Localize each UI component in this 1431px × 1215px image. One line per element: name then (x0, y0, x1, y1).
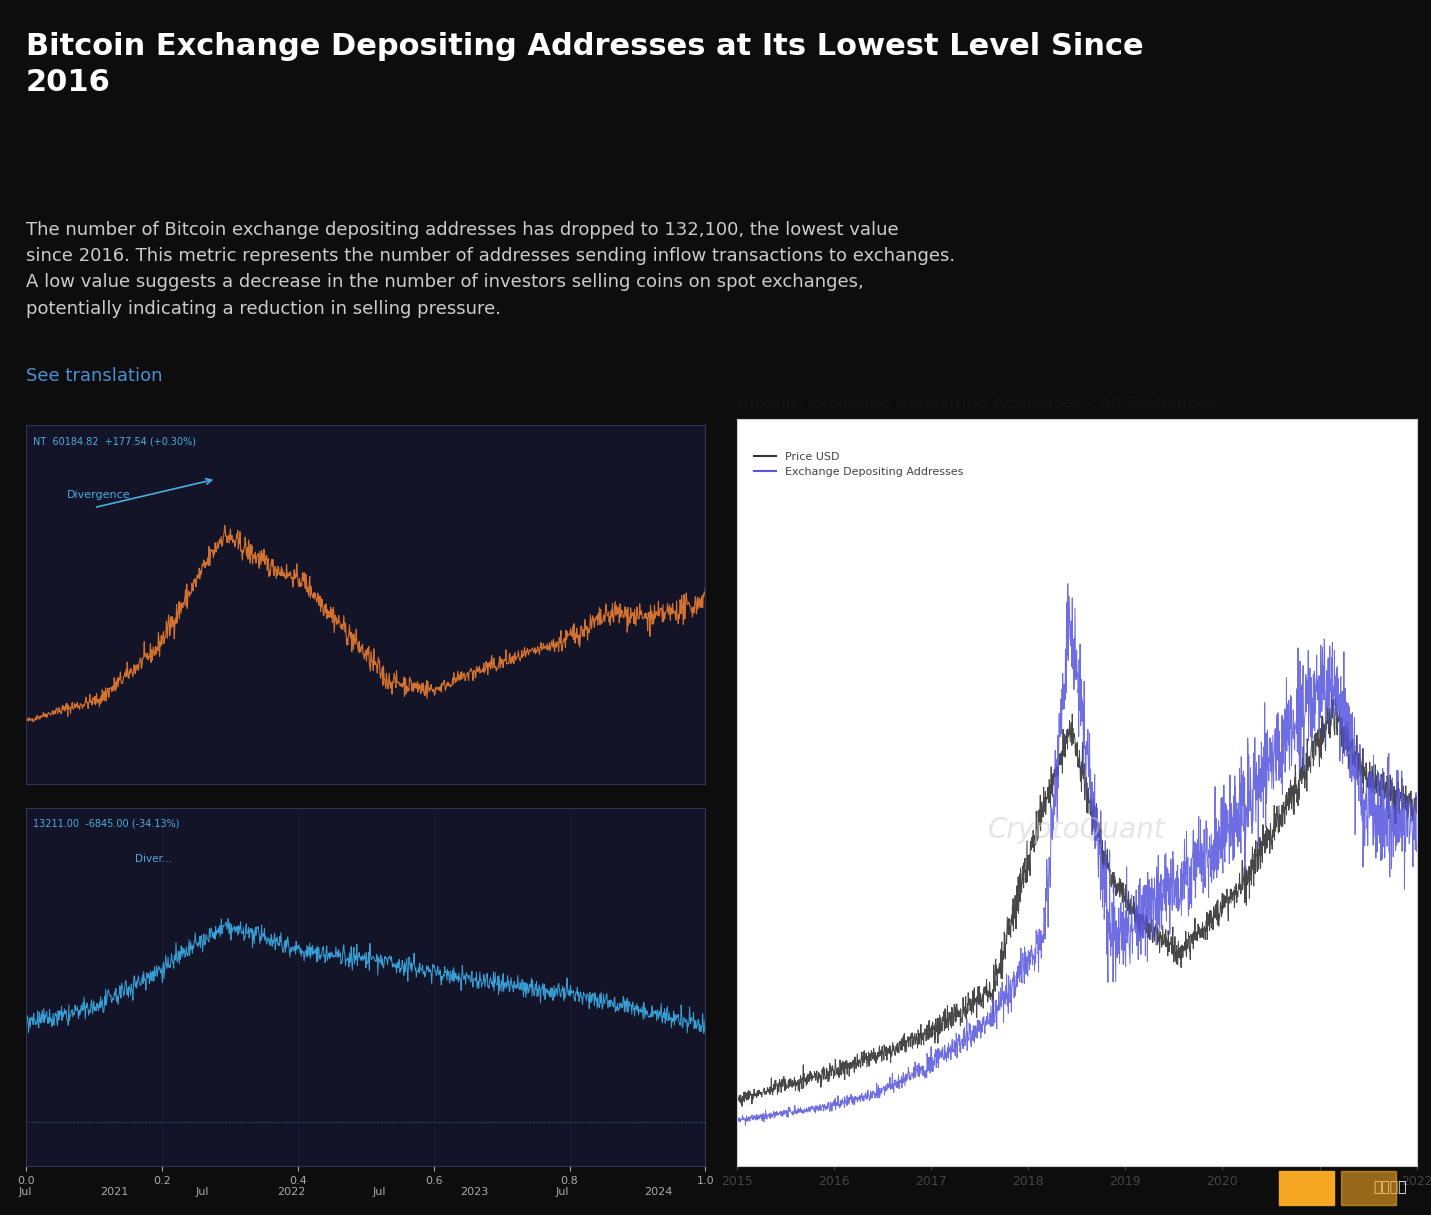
Text: Bitcoin: Exchange Depositing Addresses - All Exchanges: Bitcoin: Exchange Depositing Addresses -… (737, 396, 1218, 411)
Text: 2021: 2021 (100, 1187, 129, 1197)
Bar (1279, 1171, 1334, 1205)
Bar (1341, 1171, 1397, 1205)
Text: Diver...: Diver... (135, 854, 172, 864)
Legend: Price USD, Exchange Depositing Addresses: Price USD, Exchange Depositing Addresses (750, 447, 967, 481)
Text: 金色财经: 金色财经 (1372, 1181, 1407, 1194)
Text: 13211.00  -6845.00 (-34.13%): 13211.00 -6845.00 (-34.13%) (33, 819, 179, 829)
Text: 2024: 2024 (644, 1187, 673, 1197)
Text: 2022: 2022 (276, 1187, 305, 1197)
Text: Bitcoin Exchange Depositing Addresses at Its Lowest Level Since
2016: Bitcoin Exchange Depositing Addresses at… (26, 32, 1143, 97)
Text: 2023: 2023 (461, 1187, 488, 1197)
Text: Jul: Jul (196, 1187, 209, 1197)
Text: Jul: Jul (372, 1187, 386, 1197)
Text: The number of Bitcoin exchange depositing addresses has dropped to 132,100, the : The number of Bitcoin exchange depositin… (26, 221, 954, 317)
Text: Jul: Jul (557, 1187, 570, 1197)
Text: Divergence: Divergence (66, 490, 130, 499)
Text: CryptoQuant: CryptoQuant (987, 816, 1166, 844)
Text: See translation: See translation (26, 367, 162, 385)
Text: Jul: Jul (19, 1187, 33, 1197)
Text: NT  60184.82  +177.54 (+0.30%): NT 60184.82 +177.54 (+0.30%) (33, 436, 196, 446)
